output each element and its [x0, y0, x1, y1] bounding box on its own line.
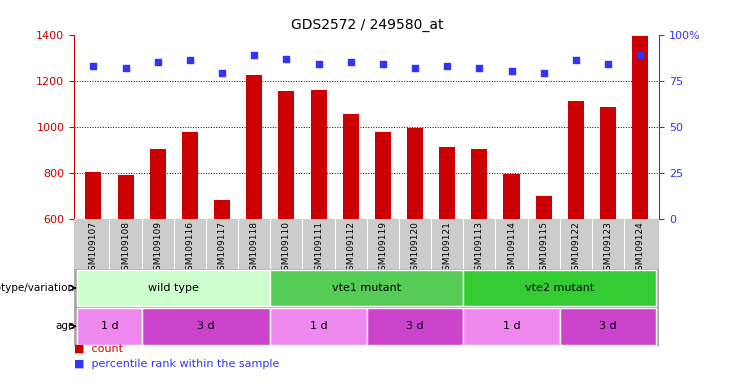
Bar [150, 149, 166, 219]
Text: age: age [55, 321, 74, 331]
Text: 1 d: 1 d [502, 321, 520, 331]
Bar [568, 101, 584, 219]
Bar [77, 270, 270, 306]
Bar [503, 174, 519, 219]
Bar [463, 270, 657, 306]
Text: GSM109120: GSM109120 [411, 221, 419, 276]
Bar [77, 308, 142, 345]
Point [602, 61, 614, 67]
Text: GSM109112: GSM109112 [346, 221, 355, 276]
Text: genotype/variation: genotype/variation [0, 283, 74, 293]
Point [473, 65, 485, 71]
Text: 3 d: 3 d [599, 321, 617, 331]
Point [152, 59, 164, 65]
Bar [471, 149, 488, 219]
Bar [632, 36, 648, 219]
Bar [214, 200, 230, 219]
Bar [367, 308, 463, 345]
Text: 3 d: 3 d [406, 321, 424, 331]
Point [216, 70, 228, 76]
Text: GSM109116: GSM109116 [185, 221, 194, 276]
Point [409, 65, 421, 71]
Text: GSM109121: GSM109121 [442, 221, 452, 276]
Bar [270, 308, 367, 345]
Bar [270, 270, 463, 306]
Point [119, 65, 131, 71]
Text: ■  percentile rank within the sample: ■ percentile rank within the sample [74, 359, 279, 369]
Point [345, 59, 356, 65]
Point [313, 61, 325, 67]
Text: wild type: wild type [148, 283, 199, 293]
Text: GSM109122: GSM109122 [571, 221, 580, 276]
Bar [463, 308, 559, 345]
Text: GSM109117: GSM109117 [218, 221, 227, 276]
Bar [600, 107, 616, 219]
Bar [85, 172, 102, 219]
Point [248, 52, 260, 58]
Point [377, 61, 389, 67]
Point [442, 63, 453, 69]
Bar [342, 114, 359, 219]
Bar [439, 147, 455, 219]
Point [280, 55, 292, 61]
Text: GSM109123: GSM109123 [603, 221, 613, 276]
Bar [182, 132, 198, 219]
Text: ■  count: ■ count [74, 343, 123, 353]
Point [87, 63, 99, 69]
Point [634, 52, 646, 58]
Bar [559, 308, 657, 345]
Text: GSM109108: GSM109108 [121, 221, 130, 276]
Text: 1 d: 1 d [310, 321, 328, 331]
Point [570, 57, 582, 63]
Text: 1 d: 1 d [101, 321, 119, 331]
Point [538, 70, 550, 76]
Bar [407, 128, 423, 219]
Text: GSM109110: GSM109110 [282, 221, 291, 276]
Text: vte2 mutant: vte2 mutant [525, 283, 594, 293]
Bar [246, 75, 262, 219]
Point [184, 57, 196, 63]
Bar [375, 132, 391, 219]
Point [505, 68, 517, 74]
Text: 3 d: 3 d [197, 321, 215, 331]
Title: GDS2572 / 249580_at: GDS2572 / 249580_at [290, 18, 443, 32]
Text: vte1 mutant: vte1 mutant [332, 283, 402, 293]
Text: GSM109115: GSM109115 [539, 221, 548, 276]
Text: GSM109111: GSM109111 [314, 221, 323, 276]
Bar [310, 90, 327, 219]
Text: GSM109114: GSM109114 [507, 221, 516, 276]
Bar [536, 196, 552, 219]
Text: GSM109119: GSM109119 [379, 221, 388, 276]
Bar [279, 91, 294, 219]
Text: GSM109124: GSM109124 [636, 221, 645, 276]
Text: GSM109107: GSM109107 [89, 221, 98, 276]
Bar [118, 175, 133, 219]
Text: GSM109113: GSM109113 [475, 221, 484, 276]
Bar [142, 308, 270, 345]
Text: GSM109118: GSM109118 [250, 221, 259, 276]
Text: GSM109109: GSM109109 [153, 221, 162, 276]
